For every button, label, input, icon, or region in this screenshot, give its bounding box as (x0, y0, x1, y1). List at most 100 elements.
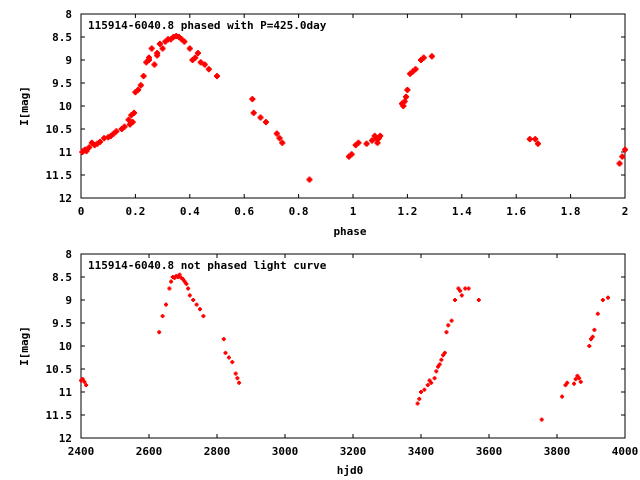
unphased-y-tick-label: 10 (59, 340, 72, 353)
phased-data-point (181, 38, 188, 45)
phased-data-point (140, 73, 147, 80)
unphased-x-tick-label: 2400 (68, 445, 95, 458)
phased-data-point (374, 139, 381, 146)
unphased-x-tick-label: 3000 (272, 445, 299, 458)
phased-data-point (616, 160, 623, 167)
unphased-data-point (429, 380, 434, 385)
unphased-x-tick-label: 3200 (340, 445, 367, 458)
phased-y-tick-label: 8.5 (52, 31, 72, 44)
unphased-data-point (425, 383, 430, 388)
phased-data-point (306, 176, 313, 183)
phased-data-point (201, 61, 208, 68)
phased-y-tick-label: 10 (59, 100, 72, 113)
phased-data-point (420, 54, 427, 61)
phased-data-point (532, 136, 539, 143)
phased-data-point (428, 53, 435, 60)
phased-data-point (369, 137, 376, 144)
unphased-data-point (235, 376, 240, 381)
phased-y-tick-label: 9.5 (52, 77, 72, 90)
unphased-data-point (198, 307, 202, 312)
phased-data-point (257, 114, 264, 121)
phased-data-point (622, 146, 628, 153)
unphased-x-tick-label: 2600 (136, 445, 163, 458)
phased-data-point (400, 103, 407, 109)
unphased-data-point (592, 327, 597, 332)
phased-x-tick-label: 0.4 (180, 205, 200, 218)
phased-data-point (148, 45, 155, 52)
phased-data-point (404, 86, 411, 93)
phased-data-point (403, 93, 410, 100)
phased-light-curve-panel: 115914-6040.8 phased with P=425.0day pha… (18, 8, 628, 238)
phased-data-point (197, 59, 204, 66)
unphased-data-point (434, 369, 439, 374)
phased-data-point (249, 96, 256, 103)
phased-data-point (205, 66, 212, 73)
unphased-data-point (80, 377, 85, 382)
unphased-x-tick-label: 3600 (476, 445, 503, 458)
phased-y-tick-label: 8 (65, 8, 72, 21)
phased-data-point (526, 136, 533, 143)
unphased-data-point (233, 371, 238, 376)
unphased-data-point (590, 334, 595, 339)
phased-data-point (262, 119, 269, 126)
phased-data-point (250, 109, 257, 116)
unphased-x-tick-label: 3800 (544, 445, 571, 458)
phased-x-tick-label: 1.4 (452, 205, 472, 218)
phased-x-tick-label: 0.8 (289, 205, 309, 218)
unphased-data-point (415, 401, 420, 406)
unphased-data-point (169, 279, 174, 284)
phased-data-point (619, 153, 626, 160)
unphased-y-tick-label: 12 (59, 432, 72, 445)
unphased-x-tick-label: 4000 (612, 445, 639, 458)
unphased-data-point (437, 362, 442, 367)
unphased-data-points (79, 272, 610, 422)
unphased-x-tick-label: 2800 (204, 445, 231, 458)
unphased-data-point (595, 311, 600, 316)
unphased-data-point (177, 272, 182, 277)
unphased-data-point (167, 286, 172, 291)
phased-data-point (348, 151, 355, 158)
unphased-data-point (463, 286, 468, 291)
unphased-data-point (221, 337, 226, 342)
unphased-data-point (600, 298, 605, 302)
unphased-data-point (191, 298, 196, 302)
unphased-y-tick-label: 10.5 (46, 363, 73, 376)
unphased-data-point (160, 314, 165, 319)
phased-axis-ticks: 0 0.2 0.4 0.6 0.8 1 1.2 1.4 1.6 1.8 2 8 8.5 9 9.5 10 10.… (46, 8, 629, 218)
unphased-data-point (432, 376, 437, 381)
unphased-data-point (82, 379, 87, 384)
phased-x-tick-label: 1 (350, 205, 357, 218)
unphased-data-point (230, 360, 235, 365)
unphased-data-point (187, 293, 192, 298)
phased-data-point (276, 135, 283, 142)
unphased-data-point (476, 298, 481, 302)
phased-data-point (125, 116, 132, 123)
unphased-data-point (606, 295, 610, 300)
unphased-data-point (453, 298, 457, 302)
unphased-data-point (560, 394, 565, 399)
unphased-data-point (577, 376, 582, 381)
phased-data-point (534, 140, 541, 147)
unphased-x-axis-label: hjd0 (337, 464, 364, 477)
phased-data-point (129, 119, 136, 126)
phased-y-tick-label: 11 (59, 146, 73, 159)
unphased-data-point (157, 330, 162, 335)
unphased-data-point (84, 383, 89, 388)
unphased-y-tick-label: 8.5 (52, 271, 72, 284)
unphased-axis-ticks: 2400 2600 2800 3000 3200 3400 3600 3800 4000 8 8.5… (46, 248, 639, 458)
unphased-x-tick-label: 3400 (408, 445, 435, 458)
unphased-data-point (194, 302, 199, 307)
phased-data-point (355, 139, 362, 146)
phased-data-point (273, 130, 280, 137)
unphased-data-point (442, 350, 447, 355)
unphased-y-axis-label: I[mag] (18, 326, 31, 366)
phased-data-point (151, 61, 158, 68)
phased-data-point (154, 52, 161, 59)
unphased-data-point (573, 377, 578, 382)
unphased-y-tick-label: 9 (65, 294, 72, 307)
unphased-data-point (449, 318, 454, 323)
unphased-data-point (226, 355, 231, 360)
phased-data-point (279, 139, 286, 146)
unphased-data-point (186, 286, 191, 291)
